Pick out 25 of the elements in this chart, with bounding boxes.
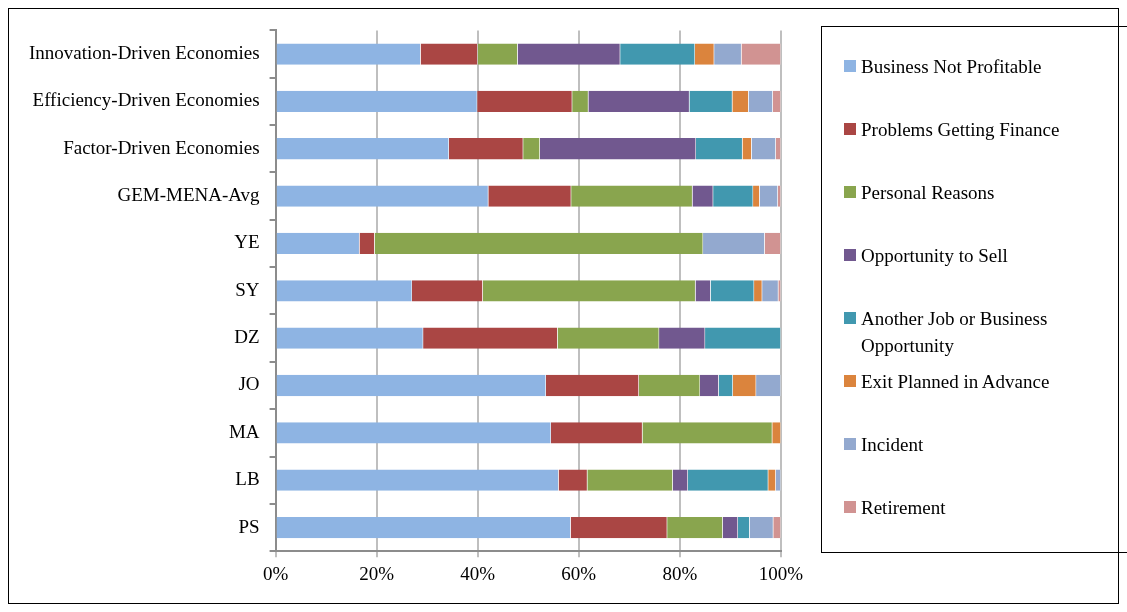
y-tick-label: Innovation-Driven Economies: [28, 42, 260, 64]
x-tick-label: 40%: [460, 562, 496, 584]
y-tick-label: SY: [235, 278, 260, 300]
x-tick-label: 100%: [758, 562, 804, 584]
y-tick-label: MA: [228, 420, 260, 442]
x-tick-label: 60%: [561, 562, 597, 584]
y-tick-label: LB: [235, 468, 260, 490]
legend-label: Business Not Profitable: [861, 55, 1042, 79]
legend-label: Problems Getting Finance: [861, 118, 1060, 142]
y-tick-label: YE: [234, 231, 260, 253]
y-tick-label: GEM-MENA-Avg: [117, 184, 261, 206]
x-tick-label: 80%: [662, 562, 698, 584]
legend-label: Personal Reasons: [861, 181, 995, 205]
y-tick-label: DZ: [234, 326, 260, 348]
x-tick-label: 0%: [262, 562, 289, 584]
y-tick-label: PS: [238, 515, 260, 537]
y-tick-label: JO: [238, 373, 260, 395]
legend-label: Another Job or Business Opportunity: [861, 307, 1049, 358]
x-tick-label: 20%: [359, 562, 395, 584]
legend-label: Opportunity to Sell: [861, 244, 1008, 268]
y-tick-label: Factor-Driven Economies: [63, 136, 260, 158]
legend-label: Retirement: [861, 496, 946, 520]
legend-label: Exit Planned in Advance: [861, 370, 1050, 394]
legend-label: Incident: [861, 433, 924, 457]
y-tick-label: Efficiency-Driven Economies: [32, 89, 260, 111]
